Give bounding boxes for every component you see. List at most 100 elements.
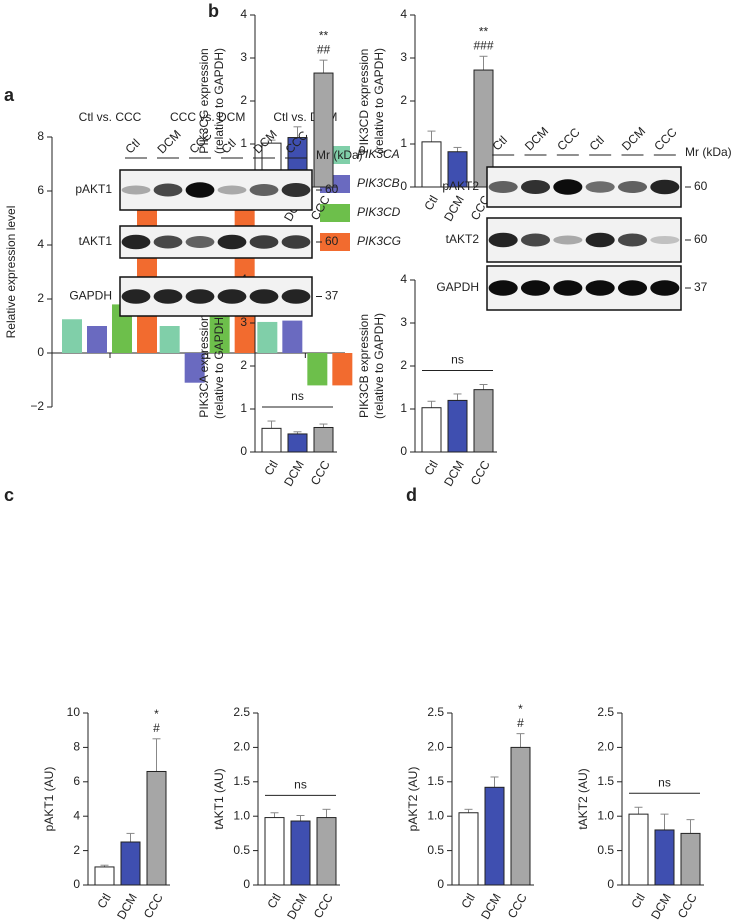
x-tick-label: DCM [441, 458, 467, 489]
y-tick-label: 0.5 [233, 843, 250, 857]
legend-swatch [320, 204, 350, 222]
bar [257, 321, 278, 353]
blot-band [153, 289, 183, 304]
marker-label: 60 [694, 179, 708, 193]
bar [261, 427, 282, 453]
blot-band [185, 236, 215, 248]
blot-band [249, 235, 279, 249]
blot-band [520, 280, 551, 296]
y-tick-label: 2.0 [233, 740, 250, 754]
y-tick-label: 1 [400, 401, 407, 415]
y-axis-label: pAKT1 (AU) [42, 767, 56, 832]
blot-frame [119, 225, 313, 259]
x-tick-label: DCM [284, 891, 310, 920]
y-tick-label: 0 [240, 444, 247, 458]
row-label: GAPDH [436, 280, 479, 294]
lane-label: CCC [554, 125, 583, 154]
bar [307, 353, 328, 386]
blot-band [121, 289, 151, 304]
significance-mark: ## [317, 42, 331, 56]
y-tick-label: 3 [240, 315, 247, 329]
y-tick-label: 6 [37, 183, 44, 197]
y-tick-label: 2 [400, 358, 407, 372]
bar [87, 326, 107, 353]
y-tick-label: 1 [240, 401, 247, 415]
row-label: GAPDH [69, 289, 112, 303]
y-tick-label: 2 [37, 291, 44, 305]
y-tick-label: 2.0 [427, 740, 444, 754]
row-label: tAKT1 [79, 234, 113, 248]
legend-label: PIK3CB [357, 176, 400, 190]
y-tick-label: 3 [240, 50, 247, 64]
y-tick-label: 0 [37, 345, 44, 359]
bar [313, 72, 334, 188]
blot-band [185, 182, 215, 198]
significance-mark: ** [319, 28, 329, 42]
y-tick-label: 0 [73, 877, 80, 891]
legend-swatch [320, 233, 350, 251]
y-tick-label: 1.0 [427, 808, 444, 822]
y-tick-label: 10 [67, 705, 81, 719]
bar [654, 829, 675, 886]
blot-band [281, 235, 311, 249]
y-tick-label: 0 [400, 179, 407, 193]
blot-frame [486, 166, 682, 208]
blot-band [553, 280, 583, 296]
lane-label: CCC [651, 125, 680, 154]
blot-band [121, 234, 151, 250]
y-tick-label: 2.5 [233, 705, 250, 719]
x-tick-label: Ctl [458, 891, 477, 911]
bar [313, 426, 334, 453]
blot-band [121, 185, 151, 195]
panel-label: a [4, 85, 15, 105]
blot-band [585, 181, 615, 193]
blot-band [650, 236, 680, 244]
significance-mark: ### [473, 38, 493, 52]
x-tick-label: CCC [675, 891, 700, 920]
bar [264, 817, 285, 886]
marker-label: 37 [694, 280, 708, 294]
bar [316, 817, 337, 886]
lane-label: Ctl [587, 133, 607, 153]
bar [146, 770, 167, 886]
y-tick-label: 4 [400, 7, 407, 21]
marker-label: 60 [325, 234, 339, 248]
bar [447, 399, 468, 453]
y-axis-label: (relative to GAPDH) [372, 313, 386, 419]
x-tick-label: CCC [311, 891, 336, 920]
y-axis-label: (relative to GAPDH) [212, 313, 226, 419]
x-tick-label: Ctl [421, 193, 440, 213]
marker-label: 37 [325, 289, 339, 303]
legend-label: PIK3CG [357, 234, 401, 248]
x-tick-label: CCC [505, 891, 530, 920]
y-tick-label: 6 [73, 774, 80, 788]
x-tick-label: Ctl [628, 891, 647, 911]
lane-label: DCM [154, 127, 183, 156]
blot-band [217, 185, 247, 195]
y-tick-label: 4 [240, 7, 247, 21]
y-tick-label: 2.0 [597, 740, 614, 754]
row-label: tAKT2 [446, 232, 480, 246]
bar [510, 746, 531, 886]
group-label: CCC vs. DCM [170, 110, 245, 124]
marker-label: 60 [325, 182, 339, 196]
blot-band [185, 289, 215, 304]
marker-header: Mr (kDa) [685, 145, 732, 159]
blot-band [488, 280, 518, 296]
blot-band [281, 289, 311, 304]
x-tick-label: DCM [478, 891, 504, 920]
blot-band [249, 289, 279, 304]
blot-band [617, 280, 648, 296]
y-tick-label: 4 [73, 808, 80, 822]
y-axis-label: (relative to GAPDH) [212, 48, 226, 154]
significance-mark: ** [479, 24, 489, 38]
blot-band [585, 280, 615, 296]
y-tick-label: −2 [30, 399, 44, 413]
y-axis-label: tAKT1 (AU) [212, 768, 226, 829]
bar [458, 812, 479, 886]
panel-label: c [4, 485, 14, 505]
y-tick-label: 2 [400, 93, 407, 107]
y-tick-label: 8 [73, 740, 80, 754]
blot-band [488, 232, 518, 248]
blot-frame [119, 169, 313, 211]
